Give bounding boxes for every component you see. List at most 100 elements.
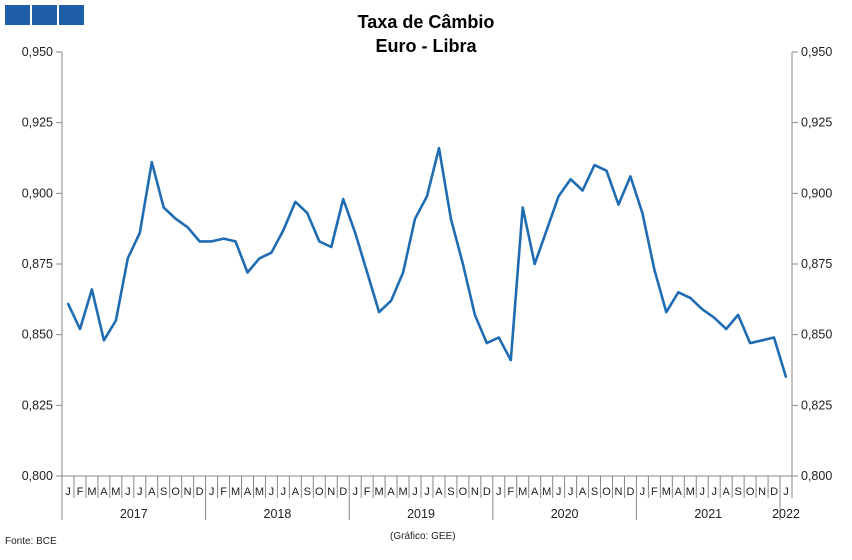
data-point [629,175,632,178]
logo-block [59,5,84,25]
y-tick-label-right: 0,900 [801,186,832,200]
data-point [294,200,297,203]
month-label: N [327,486,335,498]
data-point [342,197,345,200]
data-point [701,308,704,311]
month-label: M [231,486,240,498]
data-point [390,299,393,302]
month-label: A [387,486,395,498]
data-point [138,231,141,234]
data-point [66,302,69,305]
data-point [665,311,668,314]
year-label: 2017 [120,507,148,521]
data-point [785,376,788,379]
month-label: M [398,486,407,498]
month-label: J [137,486,143,498]
month-label: A [244,486,252,498]
data-point [150,161,153,164]
month-label: N [614,486,622,498]
data-point [354,231,357,234]
month-label: O [315,486,324,498]
data-point [737,313,740,316]
data-point [102,339,105,342]
data-point [198,240,201,243]
y-tick-label-right: 0,800 [801,469,832,483]
month-label: M [542,486,551,498]
month-label: O [171,486,180,498]
month-label: F [507,486,514,498]
year-label: 2021 [694,507,722,521]
month-label: A [435,486,443,498]
y-tick-label-left: 0,800 [22,469,53,483]
month-label: N [758,486,766,498]
data-point [246,271,249,274]
data-point [78,328,81,331]
data-point [378,311,381,314]
series-group [66,146,788,379]
data-point [593,164,596,167]
data-point [473,313,476,316]
data-point [761,339,764,342]
month-label: D [483,486,491,498]
data-point [162,206,165,209]
y-tick-label-left: 0,850 [22,328,53,342]
y-tick-label-left: 0,950 [22,45,53,59]
data-point [234,240,237,243]
year-label: 2018 [264,507,292,521]
y-tick-label-right: 0,925 [801,116,832,130]
logo [5,5,84,25]
month-label: S [160,486,167,498]
month-label: J [699,486,705,498]
month-label: S [734,486,741,498]
month-label: A [675,486,683,498]
chart-subtitle: Euro - Libra [375,36,477,56]
y-tick-label-right: 0,950 [801,45,832,59]
month-label: M [686,486,695,498]
month-label: D [196,486,204,498]
month-label: F [77,486,84,498]
chart-title: Taxa de Câmbio [358,12,495,32]
data-point [366,271,369,274]
month-label: J [352,486,358,498]
year-labels: 2017 2018 2019 2020 2021 2022 [120,507,800,521]
month-label: M [518,486,527,498]
month-label: F [364,486,371,498]
month-label: A [723,486,731,498]
data-point [414,217,417,220]
month-label: A [531,486,539,498]
credit-note: (Gráfico: GEE) [390,531,456,542]
data-point [545,229,548,232]
month-label: F [220,486,227,498]
month-label: N [184,486,192,498]
y-tick-label-left: 0,925 [22,116,53,130]
month-label: J [209,486,215,498]
month-label: J [783,486,789,498]
month-label: D [339,486,347,498]
month-label: J [640,486,646,498]
y-tick-label-right: 0,875 [801,257,832,271]
month-label: A [579,486,587,498]
data-point [426,195,428,198]
data-point [126,257,129,260]
data-point [677,291,680,294]
month-label: J [125,486,131,498]
year-label: 2022 [772,507,800,521]
source-note: Fonte: BCE [5,536,57,547]
month-label: O [459,486,468,498]
data-point [521,206,524,209]
month-label: J [711,486,717,498]
month-label: N [471,486,479,498]
month-label: J [281,486,287,498]
month-label: J [65,486,71,498]
data-point [306,212,309,215]
data-point [725,328,728,331]
data-point [617,203,620,206]
y-tick-label-left: 0,900 [22,186,53,200]
month-label: S [304,486,311,498]
month-label: F [651,486,658,498]
month-label: A [292,486,300,498]
data-point [258,257,261,260]
data-point [689,296,692,299]
